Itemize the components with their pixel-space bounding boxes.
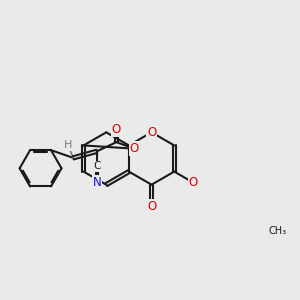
Text: H: H	[64, 140, 72, 150]
Text: O: O	[130, 142, 139, 155]
Text: O: O	[112, 123, 121, 136]
Text: O: O	[147, 126, 156, 139]
Text: CH₃: CH₃	[268, 226, 286, 236]
Text: O: O	[147, 200, 156, 213]
Text: N: N	[92, 176, 101, 189]
Text: O: O	[189, 176, 198, 189]
Text: C: C	[93, 161, 100, 171]
